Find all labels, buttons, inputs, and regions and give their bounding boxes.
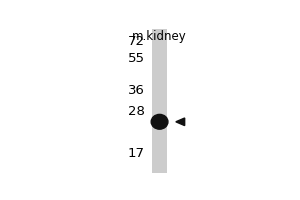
Ellipse shape bbox=[151, 114, 168, 129]
Text: 28: 28 bbox=[128, 105, 145, 118]
Text: 55: 55 bbox=[128, 52, 145, 65]
Bar bbox=[152, 29, 167, 173]
Text: 72: 72 bbox=[128, 35, 145, 48]
Text: 36: 36 bbox=[128, 84, 145, 97]
Text: m.kidney: m.kidney bbox=[132, 30, 187, 43]
Text: 17: 17 bbox=[128, 147, 145, 160]
Polygon shape bbox=[176, 118, 185, 126]
